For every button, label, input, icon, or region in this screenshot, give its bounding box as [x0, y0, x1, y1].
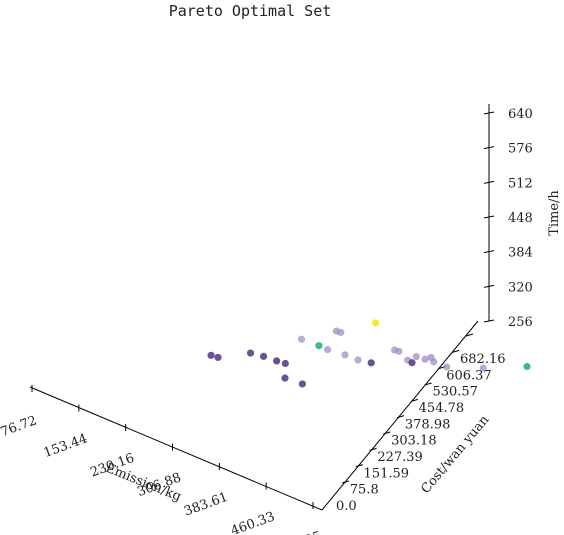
y-tick-mark — [465, 333, 474, 337]
y-tick-mark — [355, 464, 363, 468]
y-tick-label: 606.37 — [446, 368, 492, 383]
y-tick-label: 303.18 — [391, 434, 437, 449]
x-tick-label: 383.61 — [182, 490, 230, 520]
z-tick-mark — [483, 180, 495, 184]
y-tick-label: 378.98 — [405, 417, 451, 432]
z-tick-label: 448 — [508, 211, 533, 226]
z-tick-label: 384 — [508, 246, 533, 261]
y-tick-label: 227.39 — [377, 450, 423, 465]
data-point — [341, 351, 349, 359]
data-point — [214, 353, 222, 362]
data-point — [427, 353, 435, 362]
data-point — [273, 357, 281, 365]
y-tick-mark — [452, 349, 460, 353]
x-axis-ticks: 76.72153.44230.16306.88383.61460.33537.0… — [0, 385, 324, 535]
data-point — [523, 362, 531, 371]
data-point — [337, 328, 345, 337]
data-point — [297, 335, 306, 343]
data-point — [207, 351, 215, 359]
z-tick-label: 512 — [508, 176, 533, 191]
data-point — [281, 374, 289, 382]
y-tick-label: 454.78 — [419, 401, 465, 416]
data-point — [315, 342, 323, 350]
y-tick-mark — [341, 480, 350, 484]
data-point — [298, 380, 306, 388]
x-tick-label: 460.33 — [229, 509, 277, 535]
z-axis-label: Time/h — [547, 190, 562, 236]
data-point — [323, 345, 332, 354]
data-point — [412, 352, 420, 361]
z-axis-ticks: 256 320 384 448 512 576 640 — [483, 107, 533, 330]
z-tick-mark — [483, 146, 495, 150]
y-tick-label: 75.8 — [350, 483, 379, 498]
y-tick-mark — [383, 431, 391, 435]
data-point — [443, 363, 451, 371]
y-tick-mark — [396, 415, 405, 419]
data-point — [259, 352, 268, 360]
chart-title: Pareto Optimal Set — [169, 2, 332, 20]
y-tick-mark — [369, 447, 377, 451]
y-axis-line — [321, 320, 479, 511]
data-point — [408, 359, 416, 367]
z-tick-mark — [483, 215, 495, 219]
data-point — [246, 349, 255, 357]
data-point — [421, 355, 429, 363]
x-tick-label: 76.72 — [0, 413, 39, 440]
z-tick-label: 640 — [508, 107, 533, 122]
y-tick-mark — [410, 398, 419, 402]
z-tick-mark — [483, 284, 495, 288]
y-tick-label: 151.59 — [364, 466, 410, 481]
z-tick-mark — [483, 111, 495, 115]
data-points — [207, 319, 531, 388]
z-tick-mark — [483, 250, 495, 254]
data-point — [479, 364, 487, 372]
y-tick-label: 0.0 — [336, 499, 357, 514]
y-tick-mark — [424, 382, 432, 386]
data-point — [281, 359, 289, 368]
data-point — [371, 319, 380, 327]
z-tick-label: 576 — [508, 142, 533, 157]
data-point — [367, 359, 375, 367]
data-point — [395, 347, 403, 355]
y-tick-label: 530.57 — [432, 385, 478, 400]
x-tick-label: 537.05 — [276, 529, 324, 535]
z-tick-label: 320 — [508, 280, 533, 295]
z-tick-mark — [483, 319, 495, 323]
x-tick-label: 153.44 — [42, 431, 90, 461]
y-tick-label: 682.16 — [460, 352, 506, 367]
data-point — [354, 356, 362, 364]
z-tick-label: 256 — [508, 315, 533, 330]
